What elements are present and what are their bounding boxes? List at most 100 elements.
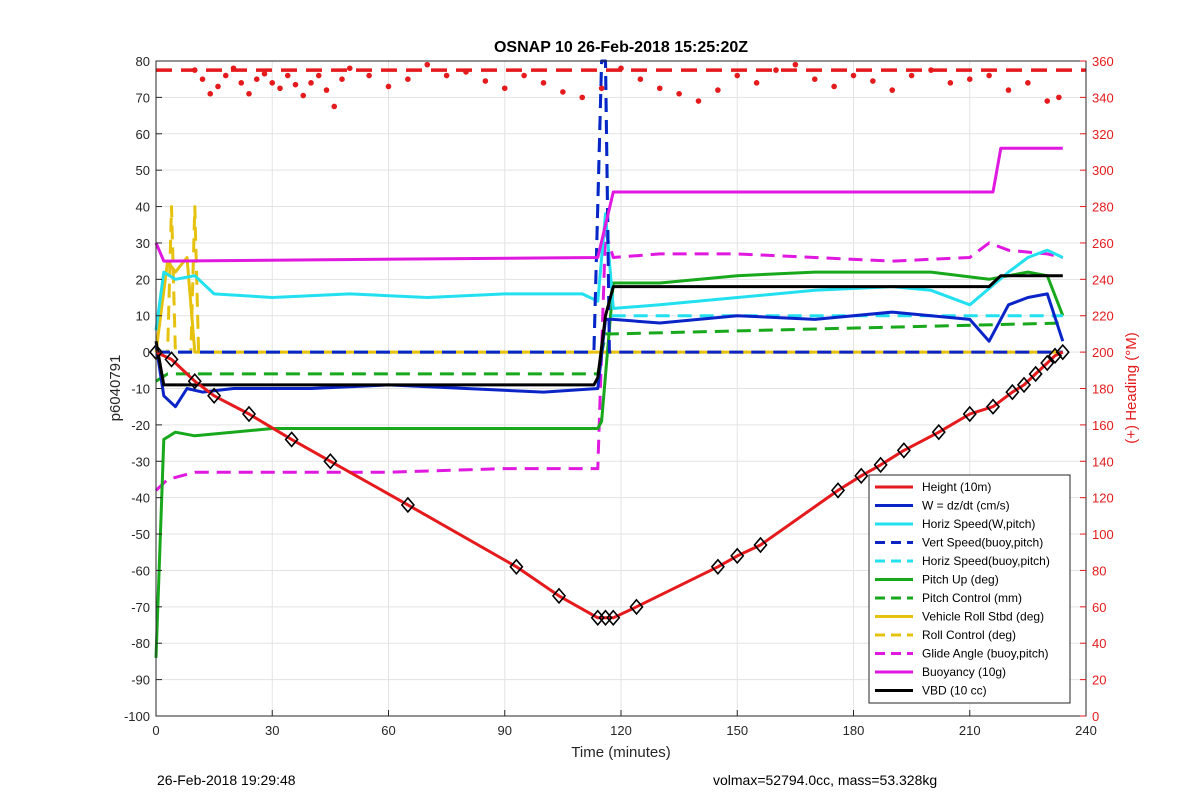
legend-label: W = dz/dt (cm/s) xyxy=(922,499,1010,513)
left-tick-label: 30 xyxy=(136,236,150,251)
height-marker xyxy=(753,536,768,554)
left-tick-label: 70 xyxy=(136,90,150,105)
right-tick-label: 320 xyxy=(1092,127,1114,142)
heading-point xyxy=(986,72,992,79)
height-marker xyxy=(551,587,567,605)
footer-timestamp: 26-Feb-2018 19:29:48 xyxy=(157,772,296,788)
heading-point xyxy=(598,85,605,92)
heading-point xyxy=(676,90,682,97)
height-marker xyxy=(1055,343,1070,361)
legend-label: Pitch Control (mm) xyxy=(922,591,1022,605)
heading-point xyxy=(463,69,469,75)
right-tick-label: 200 xyxy=(1092,345,1114,360)
left-tick-label: 60 xyxy=(136,127,150,142)
legend-label: Horiz Speed(buoy,pitch) xyxy=(922,554,1050,568)
right-tick-label: 100 xyxy=(1092,527,1114,542)
heading-point xyxy=(246,90,252,97)
heading-point xyxy=(443,72,450,79)
bottom-tick-label: 30 xyxy=(265,723,279,738)
height-marker xyxy=(962,405,977,423)
heading-point xyxy=(331,103,338,110)
bottom-tick-label: 180 xyxy=(843,723,865,738)
height-marker xyxy=(931,423,946,441)
height-marker xyxy=(985,398,1001,415)
right-tick-label: 60 xyxy=(1092,600,1106,615)
height-marker xyxy=(854,467,869,485)
height-marker xyxy=(1047,347,1063,364)
heading-point xyxy=(215,83,221,90)
heading-point xyxy=(540,80,547,86)
heading-point xyxy=(850,72,857,79)
legend-label: VBD (10 cc) xyxy=(922,684,987,698)
heading-point xyxy=(734,72,741,79)
bottom-tick-label: 60 xyxy=(381,723,395,738)
right-tick-label: 280 xyxy=(1092,200,1114,215)
right-tick-label: 20 xyxy=(1092,673,1106,688)
height-marker xyxy=(1016,376,1032,394)
height-marker xyxy=(400,496,415,514)
heading-point xyxy=(315,72,322,79)
heading-point xyxy=(870,78,876,84)
legend-label: Horiz Speed(W,pitch) xyxy=(922,517,1035,531)
legend-label: Vert Speed(buoy,pitch) xyxy=(922,536,1043,550)
heading-point xyxy=(346,65,353,72)
right-tick-label: 360 xyxy=(1092,54,1114,69)
heading-point xyxy=(238,80,245,86)
left-tick-label: -30 xyxy=(131,454,150,469)
series-line xyxy=(154,230,1064,492)
legend-label: Height (10m) xyxy=(922,480,991,494)
heading-point xyxy=(405,76,411,82)
height-marker xyxy=(509,558,524,576)
heading-point xyxy=(207,90,214,97)
left-tick-label: 10 xyxy=(136,309,150,324)
height-marker xyxy=(241,405,257,423)
left-tick-label: -40 xyxy=(131,491,150,506)
height-marker xyxy=(830,482,846,499)
series-line xyxy=(154,212,1064,331)
heading-point xyxy=(482,78,489,84)
heading-point xyxy=(277,85,283,92)
right-tick-label: 180 xyxy=(1092,382,1114,397)
height-marker xyxy=(710,558,725,576)
left-tick-label: 0 xyxy=(143,345,150,360)
right-tick-label: 220 xyxy=(1092,309,1114,324)
heading-point xyxy=(261,70,268,77)
right-tick-label: 240 xyxy=(1092,272,1114,287)
height-marker xyxy=(629,598,644,616)
heading-point xyxy=(1005,87,1012,93)
heading-point xyxy=(222,72,229,79)
legend-label: Glide Angle (buoy,pitch) xyxy=(922,647,1049,661)
legend-label: Buoyancy (10g) xyxy=(922,665,1006,679)
height-marker xyxy=(323,453,338,470)
right-axis: 0 20 40 60 80 100 120 140 160 180 200 220 240 260 280 3… xyxy=(1080,54,1114,724)
height-marker xyxy=(1005,383,1020,401)
left-tick-label: 40 xyxy=(136,200,150,215)
right-tick-label: 140 xyxy=(1092,454,1114,469)
heading-point xyxy=(1056,94,1062,101)
heading-point xyxy=(715,87,721,93)
left-tick-label: -10 xyxy=(131,382,150,397)
heading-point xyxy=(284,72,291,79)
left-tick-label: 80 xyxy=(136,54,150,69)
series-line xyxy=(154,146,1063,263)
y-axis-label-right: (+) Heading (°M) xyxy=(1123,332,1140,443)
legend-box xyxy=(868,474,1071,704)
height-marker xyxy=(606,609,621,626)
heading-point xyxy=(695,98,702,104)
left-tick-label: -60 xyxy=(131,563,150,578)
heading-point xyxy=(947,80,954,86)
heading-point xyxy=(1044,98,1051,104)
heading-point xyxy=(831,83,837,90)
heading-point xyxy=(889,87,896,93)
series-line xyxy=(154,274,1063,387)
heading-point xyxy=(792,61,799,68)
heading-point xyxy=(199,76,206,82)
heading-point xyxy=(966,76,973,82)
heading-point xyxy=(366,72,372,79)
heading-point xyxy=(339,76,345,82)
heading-point xyxy=(908,72,915,79)
legend-label: Pitch Up (deg) xyxy=(922,573,999,587)
bottom-tick-label: 240 xyxy=(1075,723,1097,738)
y-axis-label-left: p6040791 xyxy=(107,355,124,422)
left-axis: -100-90-80-70-60-50-40-30-20-10010203040… xyxy=(124,54,162,724)
